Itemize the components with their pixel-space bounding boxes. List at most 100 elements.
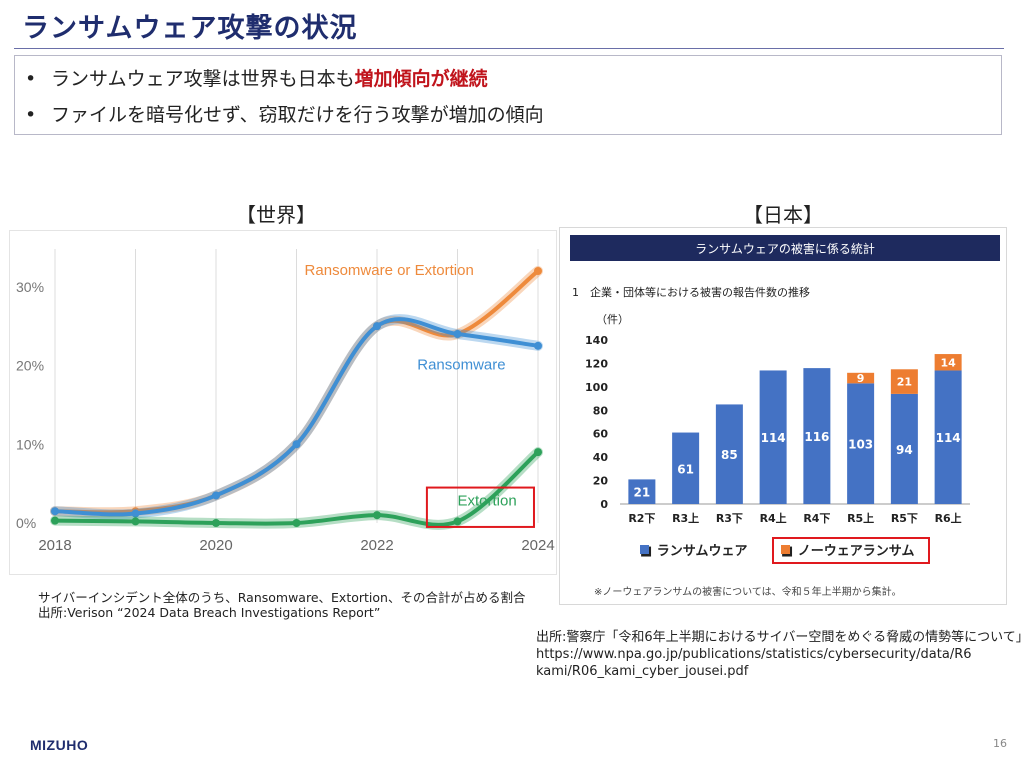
- world-data-point: [51, 507, 59, 516]
- japan-bar-value-label: 103: [848, 438, 873, 452]
- world-source-line: 出所:Verison “2024 Data Breach Investigati…: [38, 605, 381, 620]
- japan-y-tick-label: 0: [600, 498, 608, 511]
- world-data-point: [131, 509, 140, 518]
- page-title: ランサムウェア攻撃の状況: [22, 13, 358, 44]
- world-y-tick-label: 0%: [16, 515, 36, 531]
- japan-chart-header-bar: [570, 235, 1000, 261]
- world-data-point: [373, 322, 381, 331]
- summary-box: • ランサムウェア攻撃は世界も日本も増加傾向が継続 • ファイルを暗号化せず、窃取だ…: [14, 55, 1002, 135]
- world-series-label: Extortion: [458, 493, 517, 510]
- bullet-1: • ランサムウェア攻撃は世界も日本も増加傾向が継続: [25, 64, 488, 91]
- japan-x-tick-label: R6上: [935, 511, 962, 525]
- world-x-tick-label: 2020: [199, 537, 232, 554]
- japan-bar-noware-label: 21: [897, 376, 912, 389]
- japan-chart-subtitle: 1 企業・団体等における被害の報告件数の推移: [572, 285, 810, 299]
- japan-y-tick-label: 120: [585, 357, 608, 370]
- japan-y-tick-label: 60: [593, 428, 609, 441]
- japan-chart-header: ランサムウェアの被害に係る統計: [695, 241, 875, 256]
- japan-bar-ransomware: [672, 432, 700, 504]
- world-data-point: [373, 511, 381, 520]
- world-series-label: Ransomware or Extortion: [305, 262, 474, 279]
- japan-bar-noware: [890, 369, 918, 394]
- japan-source-line: 出所:警察庁「令和6年上半期におけるサイバー空間をめぐる脅威の情勢等について」: [536, 630, 1021, 645]
- japan-bar-value-label: 61: [677, 462, 694, 476]
- japan-source-url: https://www.npa.go.jp/publications/stati…: [536, 647, 972, 662]
- world-data-point: [131, 517, 140, 526]
- japan-legend-ransomware: ■ ランサムウェア: [640, 544, 748, 559]
- bullet-1-text: ランサムウェア攻撃は世界も日本も: [51, 68, 355, 90]
- japan-bar-ransomware: [847, 383, 875, 504]
- japan-bar-value-label: 21: [634, 486, 651, 500]
- japan-x-tick-label: R5下: [891, 512, 918, 525]
- world-series-label: Ransomware: [417, 356, 505, 373]
- world-y-tick-label: 10%: [16, 436, 44, 452]
- japan-bar-noware-label: 9: [857, 372, 865, 385]
- japan-bar-noware-label: 14: [940, 356, 956, 369]
- japan-bar-ransomware: [803, 368, 831, 504]
- japan-x-tick-label: R5上: [847, 511, 874, 525]
- japan-y-tick-label: 140: [585, 334, 608, 347]
- japan-y-axis-unit: （件）: [596, 313, 629, 326]
- page-number: 16: [993, 737, 1007, 750]
- japan-bar-ransomware: [890, 393, 918, 504]
- japan-x-tick-label: R4下: [803, 512, 830, 525]
- japan-y-tick-label: 100: [585, 381, 608, 394]
- japan-chart-panel: ランサムウェアの被害に係る統計 1 企業・団体等における被害の報告件数の推移 （件）…: [559, 227, 1007, 605]
- noware-legend-highlight-box: [772, 537, 930, 564]
- japan-bar-noware: [934, 354, 962, 371]
- bullet-dot: •: [25, 68, 37, 90]
- japan-bar-value-label: 85: [721, 448, 738, 462]
- world-data-point: [534, 448, 542, 457]
- world-data-point: [292, 440, 301, 449]
- japan-chart-footnote: ※ノーウェアランサムの被害については、令和５年上半期から集計。: [594, 585, 902, 598]
- legend-swatch-noware: [781, 545, 790, 554]
- extortion-highlight-box: [425, 486, 535, 528]
- japan-y-tick-label: 80: [593, 404, 609, 417]
- title-divider: [14, 48, 1004, 49]
- world-data-point: [534, 267, 542, 275]
- japan-bar-value-label: 116: [804, 430, 829, 444]
- world-caption: サイバーインシデント全体のうち、Ransomware、Extortion、その合…: [38, 590, 525, 620]
- bullet-dot: •: [25, 104, 37, 126]
- japan-x-tick-label: R3下: [716, 512, 743, 525]
- bullet-1-highlight: 増加傾向が継続: [354, 68, 488, 90]
- world-heading: 【世界】: [236, 203, 316, 227]
- japan-bar-value-label: 114: [936, 431, 961, 445]
- world-line-chart: 0% 10% 20% 30% 2018 2020 2022 2024 Ransomware or…: [16, 249, 555, 554]
- world-data-point: [51, 516, 59, 525]
- world-data-point: [534, 341, 542, 350]
- bullet-2-text: ファイルを暗号化せず、窃取だけを行う攻撃が増加の傾向: [51, 104, 544, 126]
- legend-swatch-ransomware: [640, 545, 649, 554]
- japan-bar-value-label: 114: [761, 431, 786, 445]
- japan-x-tick-label: R4上: [760, 511, 787, 525]
- japan-heading: 【日本】: [743, 203, 823, 227]
- japan-bar-chart: ランサムウェアの被害に係る統計 1 企業・団体等における被害の報告件数の推移 （件）…: [570, 235, 1000, 598]
- japan-legend-noware: ■ ノーウェアランサム: [781, 544, 915, 559]
- world-caption-line: サイバーインシデント全体のうち、Ransomware、Extortion、その合…: [38, 590, 526, 605]
- world-y-tick-label: 30%: [16, 279, 44, 295]
- world-chart-panel: 0% 10% 20% 30% 2018 2020 2022 2024 Ransomware or…: [9, 230, 557, 575]
- japan-bar-ransomware: [759, 370, 787, 504]
- japan-bar-value-label: 94: [896, 443, 913, 457]
- japan-x-tick-label: R2下: [628, 512, 655, 525]
- world-y-tick-label: 20%: [16, 358, 44, 374]
- world-x-tick-label: 2024: [521, 537, 554, 554]
- bullet-2: • ファイルを暗号化せず、窃取だけを行う攻撃が増加の傾向: [25, 100, 544, 127]
- world-data-point: [453, 330, 462, 338]
- japan-source: 出所:警察庁「令和6年上半期におけるサイバー空間をめぐる脅威の情勢等について」 …: [536, 629, 1021, 680]
- japan-bar-noware: [847, 372, 875, 384]
- world-data-point: [212, 519, 220, 527]
- world-data-point: [212, 491, 220, 500]
- japan-x-tick-label: R3上: [672, 511, 699, 525]
- world-data-point: [453, 517, 462, 526]
- mizuho-logo: MIZUHO: [30, 737, 89, 753]
- japan-bar-ransomware: [715, 404, 743, 504]
- japan-source-url-cont: kami/R06_kami_cyber_jousei.pdf: [536, 664, 749, 679]
- japan-bar-ransomware: [628, 479, 656, 504]
- world-x-tick-label: 2022: [360, 537, 393, 554]
- world-x-tick-label: 2018: [38, 537, 71, 554]
- japan-y-tick-label: 20: [593, 475, 609, 488]
- world-data-point: [292, 519, 301, 527]
- japan-y-tick-label: 40: [593, 451, 609, 464]
- japan-bar-ransomware: [934, 370, 962, 504]
